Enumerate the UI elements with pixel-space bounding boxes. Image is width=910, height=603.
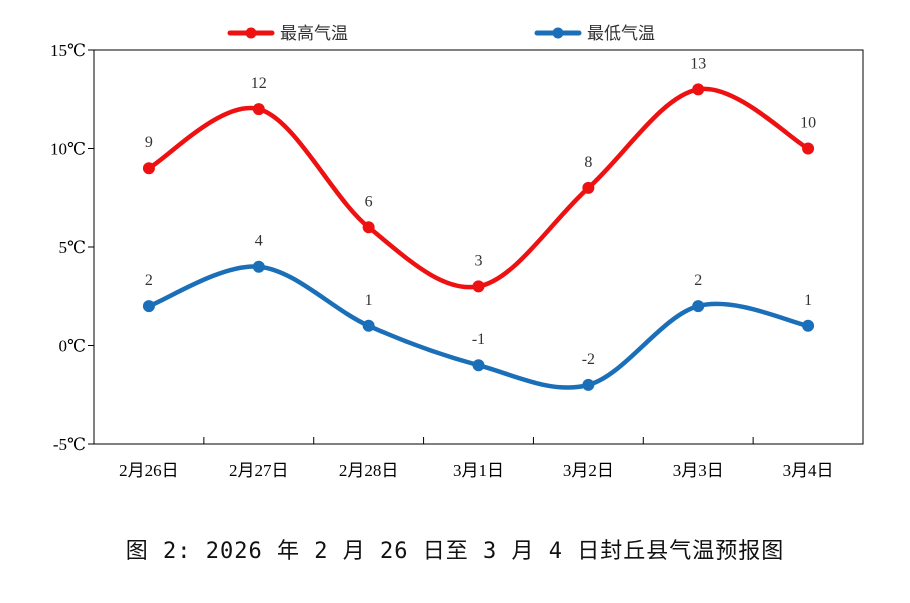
temperature-chart: 最高气温 最低气温 -5℃ 0℃ 5℃ 10℃ 15℃ 2月26日 2月27日 2月28日 3…: [50, 24, 864, 480]
legend-item-series-0: 最高气温: [227, 24, 348, 44]
x-tick-label: 2月27日: [229, 461, 289, 480]
data-label-series-1: 1: [804, 292, 812, 309]
x-axis: 2月26日 2月27日 2月28日 3月1日 3月2日 3月3日 3月4日: [119, 437, 834, 480]
data-label-series-0: 13: [690, 55, 706, 72]
data-point-series-1: [582, 378, 595, 391]
data-label-series-0: 12: [251, 75, 267, 92]
data-point-series-0: [692, 83, 705, 96]
x-tick-label: 3月3日: [673, 461, 724, 480]
data-label-series-1: -2: [582, 351, 595, 368]
plot-area-frame: [93, 49, 864, 445]
y-tick-label: 5℃: [58, 238, 86, 257]
y-tick-label: 15℃: [50, 41, 86, 60]
x-tick-label: 3月4日: [783, 461, 834, 480]
x-tick-label: 3月1日: [453, 461, 504, 480]
y-tick-label: -5℃: [53, 435, 86, 454]
x-tick-label: 3月2日: [563, 461, 614, 480]
legend-marker-series-0: [245, 27, 257, 39]
data-label-series-1: 1: [365, 292, 373, 309]
data-point-series-1: [142, 300, 155, 313]
series-layer: 9 12 6 3 8 13 10 2 4 1 -1 -2 2 1: [142, 55, 816, 391]
legend-marker-series-1: [552, 27, 564, 39]
series-1: 2 4 1 -1 -2 2 1: [142, 233, 815, 391]
data-point-series-0: [582, 181, 595, 194]
legend-item-series-1: 最低气温: [534, 24, 655, 44]
x-tick-label: 2月28日: [339, 461, 399, 480]
data-point-series-1: [362, 319, 375, 332]
data-point-series-0: [252, 103, 265, 116]
data-point-series-1: [472, 359, 485, 372]
data-label-series-0: 8: [584, 154, 592, 171]
legend-label-series-0: 最高气温: [280, 24, 348, 44]
data-point-series-1: [692, 300, 705, 313]
data-point-series-0: [472, 280, 485, 293]
data-point-series-1: [252, 260, 265, 273]
y-tick-label: 0℃: [58, 337, 86, 356]
data-label-series-0: 9: [145, 134, 153, 151]
data-label-series-1: -1: [472, 331, 485, 348]
data-point-series-0: [362, 221, 375, 234]
data-label-series-0: 10: [800, 115, 816, 132]
data-point-series-0: [802, 142, 815, 155]
x-tick-label: 2月26日: [119, 461, 179, 480]
figure-caption: 图 2: 2026 年 2 月 26 日至 3 月 4 日封丘县气温预报图: [125, 539, 785, 564]
data-label-series-1: 2: [145, 272, 153, 289]
y-axis: -5℃ 0℃ 5℃ 10℃ 15℃: [50, 41, 94, 454]
data-label-series-1: 4: [255, 233, 263, 250]
data-label-series-0: 3: [475, 252, 483, 269]
data-point-series-1: [802, 319, 815, 332]
y-tick-label: 10℃: [50, 140, 86, 159]
data-label-series-1: 2: [694, 272, 702, 289]
data-label-series-0: 6: [365, 193, 373, 210]
legend: 最高气温 最低气温: [227, 24, 655, 44]
legend-label-series-1: 最低气温: [587, 24, 655, 44]
series-0: 9 12 6 3 8 13 10: [142, 55, 816, 293]
data-point-series-0: [142, 162, 155, 175]
